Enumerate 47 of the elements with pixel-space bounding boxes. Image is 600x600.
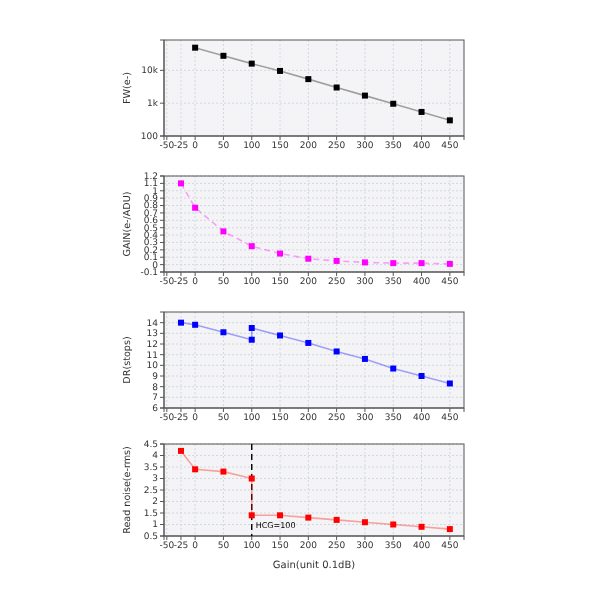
point: [248, 60, 255, 67]
point: [390, 521, 397, 528]
point: [390, 100, 397, 107]
point: [277, 512, 284, 519]
point: [177, 180, 184, 187]
point: [446, 380, 453, 387]
point: [390, 365, 397, 372]
point: [333, 348, 340, 355]
point: [446, 117, 453, 124]
point: [248, 475, 255, 482]
point: [361, 519, 368, 526]
point: [418, 260, 425, 267]
point: [248, 325, 255, 331]
point: [192, 466, 199, 473]
point: [220, 468, 227, 475]
point: [446, 526, 453, 533]
line-series: [192, 44, 453, 124]
point: [220, 228, 227, 235]
point: [305, 339, 312, 346]
point: [248, 336, 255, 343]
point: [220, 52, 227, 59]
point: [277, 250, 284, 257]
point: [361, 355, 368, 362]
point: [333, 84, 340, 91]
point: [248, 512, 255, 519]
point: [446, 260, 453, 267]
point: [305, 255, 312, 262]
point: [220, 329, 227, 336]
point: [418, 108, 425, 115]
point: [277, 67, 284, 74]
point: [333, 516, 340, 523]
point: [418, 373, 425, 379]
point: [361, 259, 368, 266]
point: [390, 260, 397, 267]
point: [305, 76, 312, 83]
point: [192, 44, 199, 51]
point: [361, 92, 368, 99]
point: [333, 257, 340, 264]
line-series: [177, 180, 453, 267]
point: [177, 447, 184, 454]
point: [248, 243, 255, 250]
point: [305, 514, 312, 521]
point: [192, 321, 199, 328]
point: [177, 319, 184, 326]
point: [418, 523, 425, 530]
point: [277, 332, 284, 339]
point: [192, 204, 199, 211]
